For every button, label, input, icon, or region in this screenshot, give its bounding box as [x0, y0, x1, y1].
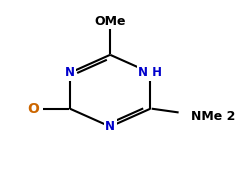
Text: N H: N H — [139, 66, 163, 79]
Text: N: N — [105, 120, 115, 133]
Text: O: O — [27, 102, 39, 116]
Text: NMe 2: NMe 2 — [191, 110, 235, 123]
Text: N: N — [65, 66, 75, 79]
Text: OMe: OMe — [94, 15, 126, 28]
